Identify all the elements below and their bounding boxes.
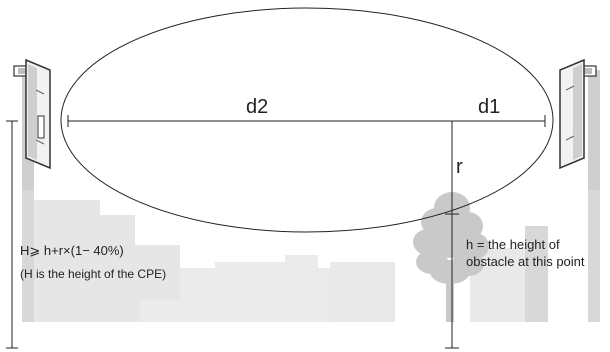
label-h-line1: h = the height of (466, 237, 560, 252)
tree-icon (413, 192, 489, 322)
distance-line (67, 115, 546, 127)
obstacle-height-line (445, 121, 459, 349)
label-d1: d1 (478, 96, 501, 118)
right-pole (588, 70, 600, 322)
label-r: r (456, 156, 463, 178)
label-h-line2: obstacle at this point (466, 254, 585, 269)
cpe-height-line (6, 120, 18, 349)
city-silhouette (22, 200, 548, 322)
label-H-formula: H⩾ h+r×(1− 40%) (20, 243, 124, 258)
cpe-antenna-icon (13, 58, 51, 170)
label-d2: d2 (246, 96, 269, 118)
fresnel-zone-ellipse (60, 7, 554, 233)
label-H-note: (H is the height of the CPE) (20, 267, 167, 281)
cpe-antenna-icon (559, 58, 597, 170)
